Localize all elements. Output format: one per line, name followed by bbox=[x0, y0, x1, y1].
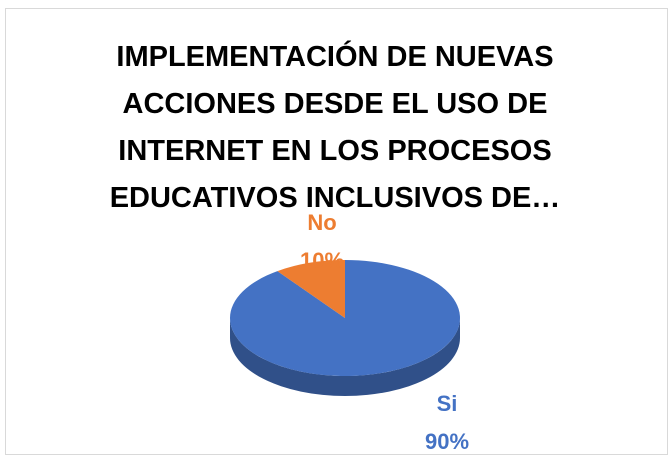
chart-title: IMPLEMENTACIÓN DE NUEVAS ACCIONES DESDE … bbox=[109, 41, 561, 214]
pie-slice bbox=[230, 260, 461, 376]
chart-frame bbox=[5, 8, 668, 455]
data-label-name: No bbox=[307, 210, 336, 235]
data-label-name: Si bbox=[437, 391, 458, 416]
data-label-value: 10% bbox=[300, 248, 344, 273]
data-label-value: 90% bbox=[425, 429, 469, 454]
pie-side bbox=[230, 318, 460, 396]
pie-slice bbox=[277, 260, 345, 318]
